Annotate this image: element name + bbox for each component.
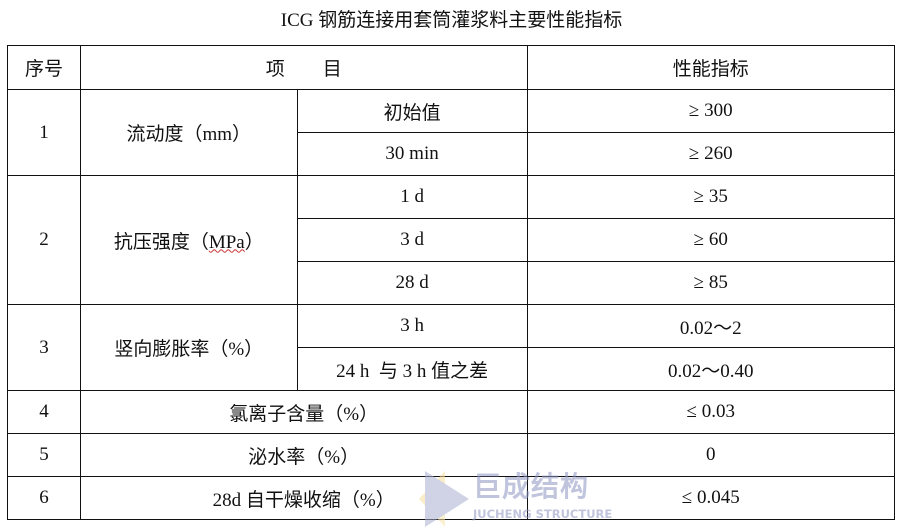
item-text: ） bbox=[244, 231, 264, 253]
row-spec: ≤ 0.03 bbox=[526, 390, 896, 434]
header-no: 序号 bbox=[7, 45, 81, 90]
row-subitem: 3 d bbox=[296, 218, 528, 262]
table-row: 28 d ≥ 85 bbox=[8, 261, 896, 305]
table-row: 1 流动度（mm） 初始值 ≥ 300 bbox=[7, 89, 896, 176]
row-item: 28d 自干燥收缩（%） bbox=[79, 476, 528, 520]
row-spec: 0 bbox=[526, 433, 896, 477]
table-row: 30 min ≥ 260 bbox=[8, 132, 896, 176]
row-spec: ≥ 300 bbox=[526, 89, 896, 133]
table-row: 3 d ≥ 60 bbox=[8, 218, 896, 262]
row-subitem: 28 d bbox=[296, 261, 528, 305]
header-item: 项 目 bbox=[79, 45, 528, 90]
row-item: 泌水率（%） bbox=[79, 433, 528, 477]
row-no: 6 bbox=[7, 476, 81, 520]
table-row: 4 氯离子含量（%） ≤ 0.03 bbox=[7, 390, 896, 434]
row-no: 3 bbox=[7, 304, 81, 391]
row-subitem: 30 min bbox=[296, 132, 528, 176]
row-no: 2 bbox=[7, 175, 81, 305]
row-spec: ≥ 85 bbox=[526, 261, 896, 305]
row-subitem: 3 h bbox=[296, 304, 528, 348]
row-subitem: 初始值 bbox=[296, 89, 528, 133]
item-text: 抗压强度（ bbox=[113, 231, 209, 253]
document-title: ICG 钢筋连接用套筒灌浆料主要性能指标 bbox=[280, 10, 623, 31]
row-no: 1 bbox=[7, 89, 81, 176]
row-spec: ≥ 260 bbox=[526, 132, 896, 176]
row-no: 4 bbox=[7, 390, 81, 434]
row-spec: 0.02～2 bbox=[526, 304, 896, 348]
row-spec: 0.02～0.40 bbox=[526, 347, 896, 391]
row-spec: ≥ 60 bbox=[526, 218, 896, 262]
row-item: 抗压强度（MPa） bbox=[79, 175, 298, 305]
table-row: 2 抗压强度（MPa） 1 d ≥ 35 bbox=[7, 175, 896, 305]
row-item: 氯离子含量（%） bbox=[79, 390, 528, 434]
table-row: 3 竖向膨胀率（%） 3 h 0.02～2 bbox=[7, 304, 896, 391]
row-spec: ≤ 0.045 bbox=[526, 476, 896, 520]
item-unit: MPa bbox=[208, 231, 245, 253]
table-header: 序号 项 目 性能指标 bbox=[7, 45, 896, 90]
row-subitem: 1 d bbox=[296, 175, 528, 219]
row-subitem: 24 h 与 3 h 值之差 bbox=[296, 347, 528, 391]
performance-table: 序号 项 目 性能指标 1 流动度（mm） 初始值 ≥ 300 30 min ≥… bbox=[7, 45, 896, 520]
row-spec: ≥ 35 bbox=[526, 175, 896, 219]
table-row: 5 泌水率（%） 0 bbox=[7, 433, 896, 477]
table-row: 6 28d 自干燥收缩（%） ≤ 0.045 bbox=[7, 476, 896, 520]
row-item: 流动度（mm） bbox=[79, 89, 298, 176]
table-row: 24 h 与 3 h 值之差 0.02～0.40 bbox=[8, 347, 896, 391]
row-item: 竖向膨胀率（%） bbox=[79, 304, 298, 391]
row-no: 5 bbox=[7, 433, 81, 477]
header-spec: 性能指标 bbox=[526, 45, 896, 90]
